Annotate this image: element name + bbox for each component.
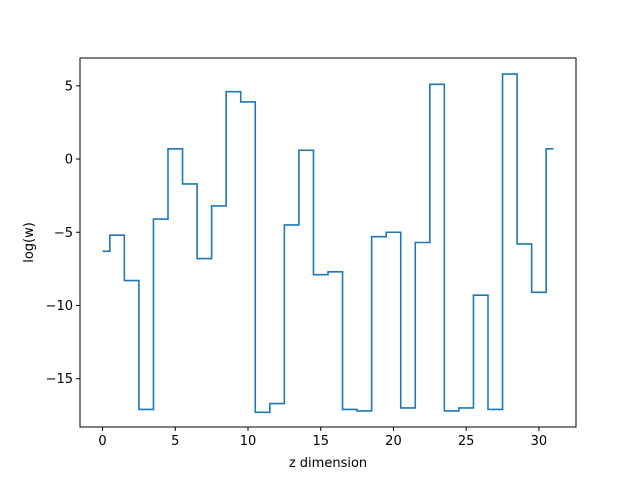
ticks: 0 5 10 15 20 25 30 5 0 −5 −10 −15 [46, 79, 548, 449]
y-tick-label: −5 [54, 226, 73, 241]
x-tick-label: 15 [312, 434, 329, 449]
x-tick-label: 20 [385, 434, 402, 449]
y-tick-label: 5 [65, 79, 73, 94]
x-tick-label: 30 [531, 434, 548, 449]
y-tick-label: −10 [46, 299, 73, 314]
x-tick-label: 25 [458, 434, 475, 449]
axes-frame [79, 57, 577, 428]
x-tick-label: 5 [171, 434, 179, 449]
x-tick-label: 0 [98, 434, 106, 449]
plot-area [102, 73, 554, 414]
y-tick-label: 0 [65, 153, 73, 168]
y-tick-label: −15 [46, 372, 73, 387]
y-axis-label: log(w) [22, 222, 37, 263]
series-line [102, 73, 554, 414]
x-axis-label: z dimension [289, 456, 367, 471]
x-tick-label: 10 [240, 434, 257, 449]
